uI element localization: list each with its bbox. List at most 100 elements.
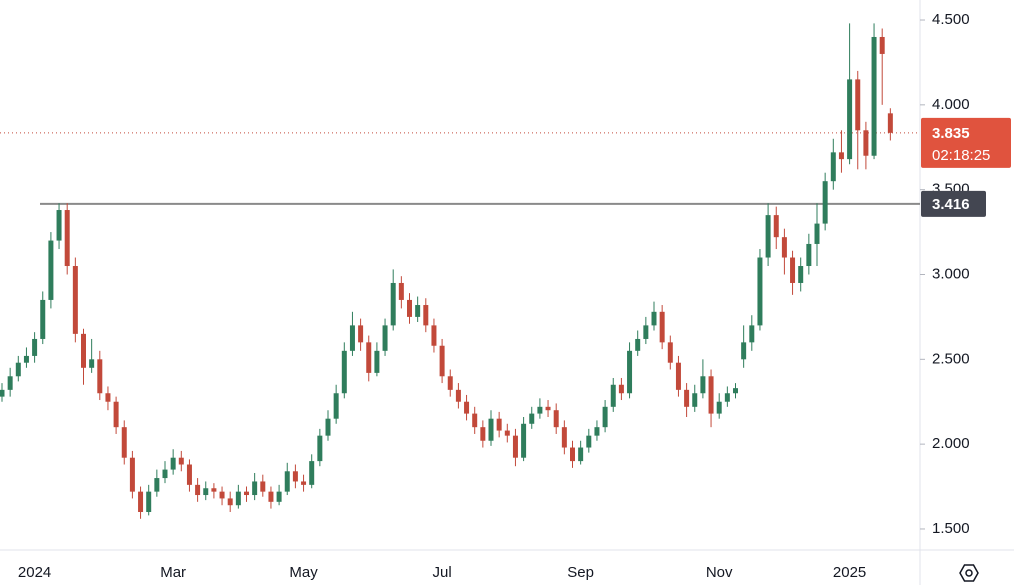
candle-body [447,376,453,390]
candle-body [627,350,633,394]
candle-body [170,457,176,470]
candle-body [40,299,46,339]
candle-body [129,457,135,492]
candle-body [309,461,315,485]
candle-body [553,410,559,428]
y-tick-label: 4.000 [932,96,970,113]
candle-body [325,418,331,436]
x-tick-label: Sep [567,564,594,581]
candle-body [97,359,103,394]
settings-dot [965,569,973,577]
candle-body [643,325,649,339]
candle-body [504,430,510,436]
candle-body [570,447,575,462]
candle-body [838,152,844,160]
candle-body [415,305,421,317]
candle-body [602,406,608,428]
settings-hexagon [959,564,979,582]
candle-body [822,181,828,224]
candle-body [724,393,730,402]
level-label-box [921,190,986,217]
candle-body [178,457,184,465]
candle-body [89,359,95,368]
candle-body [195,484,201,496]
candle-body [798,266,804,283]
candle-body [366,342,372,373]
candle-body [586,435,592,448]
y-tick-label: 2.500 [932,350,970,367]
candle-body [716,401,722,414]
candle-body [684,389,690,407]
candle-body [72,266,78,334]
candle-body [244,491,249,496]
price-timer: 02:18:25 [932,147,990,164]
candle-body [692,393,698,407]
candle-body [749,325,755,343]
candle-body [113,401,119,428]
candle-body [423,305,429,326]
candle-body [341,350,347,394]
candle-body [276,491,282,502]
level-label: 3.416 [932,196,970,213]
y-tick-label: 3.000 [932,265,970,282]
candle-body [23,355,29,363]
candle-body [56,210,62,241]
candle-body [529,413,535,424]
candle-body [871,36,877,156]
candle-body [121,427,127,458]
settings-icon[interactable] [959,564,979,582]
candle-body [781,237,787,258]
candle-body [765,215,771,258]
x-tick-label: Mar [160,564,186,581]
candle-body [0,389,5,397]
price-label-box [921,117,1011,168]
candle-body [578,447,584,462]
candle-body [537,406,543,414]
candle-body [260,481,266,492]
candle-body [887,113,893,133]
candle-body [64,210,70,267]
candle-body [398,282,404,300]
candle-body [252,481,258,496]
candle-body [708,376,714,414]
candle-body [610,384,616,407]
candle-body [390,282,396,326]
candle-body [349,325,355,351]
candle-body [431,325,437,346]
x-tick-label: 2024 [18,564,51,581]
candle-body [48,240,54,300]
candle-body [814,223,820,244]
candle-body [700,376,706,394]
candle-body [203,488,209,496]
y-tick-label: 2.000 [932,435,970,452]
candle-body [863,130,869,156]
x-tick-label: Nov [706,564,733,581]
candle-body [268,491,274,502]
candle-body [301,481,307,485]
candle-body [847,79,853,160]
candle-body [488,418,494,441]
candle-body [545,406,551,411]
candle-body [81,333,86,368]
candle-body [235,491,241,506]
candle-body [464,401,470,414]
candle-body [480,427,486,441]
candle-body [521,423,527,458]
candle-body [879,36,885,54]
candle-body [15,362,21,377]
candle-body [219,491,225,499]
candle-body [146,491,152,512]
candle-body [741,342,747,360]
candle-body [618,384,624,394]
candle-body [7,376,13,390]
candle-body [651,311,657,326]
candle-body [32,338,38,356]
y-tick-label: 4.500 [932,11,970,28]
candle-body [407,299,412,317]
candle-body [382,325,388,351]
candle-body [635,338,641,351]
candle-body [333,393,339,419]
candle-body [773,215,779,238]
candle-body [138,491,144,512]
